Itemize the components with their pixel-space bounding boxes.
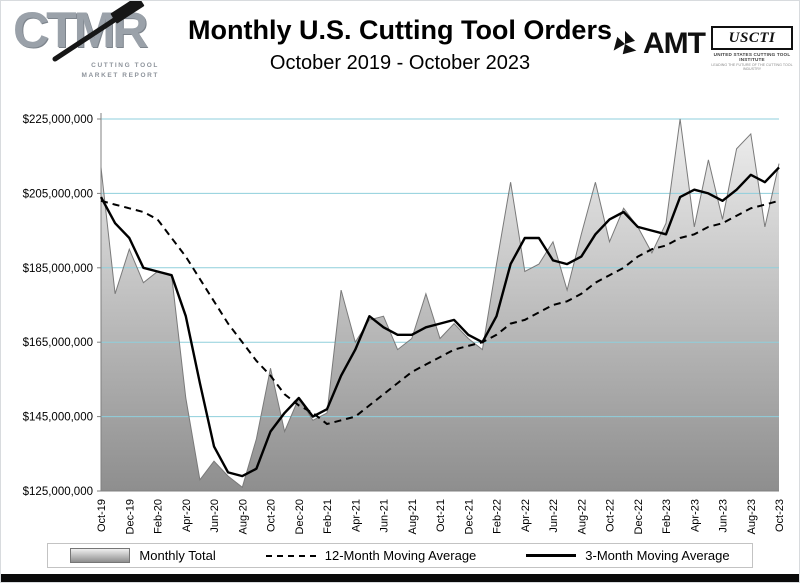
ma3-line [99, 166, 780, 478]
page-subtitle: October 2019 - October 2023 [269, 52, 531, 75]
legend-item-monthly-total: Monthly Total [70, 548, 216, 563]
amt-logo-label: AMT [643, 27, 706, 60]
uscti-caption: UNITED STATES CUTTING TOOL INSTITUTE [713, 52, 791, 62]
amt-pinwheel-icon [613, 30, 637, 55]
svg-text:Apr-20: Apr-20 [181, 499, 193, 532]
svg-text:$145,000,000: $145,000,000 [23, 412, 93, 424]
orders-chart: $225,000,000 $205,000,000 $185,000,000 $165… [1, 101, 799, 546]
monthly-total-outline [100, 118, 780, 489]
legend-label-ma12: 12-Month Moving Average [324, 548, 477, 563]
svg-text:Aug-22: Aug-22 [576, 499, 588, 534]
svg-text:$205,000,000: $205,000,000 [23, 188, 93, 200]
svg-text:Oct-19: Oct-19 [96, 499, 108, 532]
orders-chart-svg: $225,000,000 $205,000,000 $185,000,000 $165… [23, 113, 786, 534]
svg-text:Feb-23: Feb-23 [661, 499, 673, 534]
amt-logo: AMT [610, 27, 706, 61]
axes [97, 113, 779, 492]
legend-label-monthly-total: Monthly Total [139, 548, 216, 563]
uscti-logo: USCTI UNITED STATES CUTTING TOOL INSTITU… [711, 26, 793, 71]
svg-text:Jun-21: Jun-21 [379, 499, 391, 533]
svg-text:Aug-20: Aug-20 [237, 499, 249, 534]
page-title: Monthly U.S. Cutting Tool Orders [188, 15, 612, 45]
svg-text:Oct-21: Oct-21 [435, 499, 447, 532]
chart-titles: Monthly U.S. Cutting Tool Orders October… [171, 15, 629, 75]
svg-text:$185,000,000: $185,000,000 [23, 263, 93, 275]
ctmr-logo-letters: CTMR [13, 2, 148, 58]
svg-text:Dec-21: Dec-21 [463, 499, 475, 534]
ctmr-tagline: CUTTING TOOL MARKET REPORT [82, 61, 160, 82]
svg-text:Apr-21: Apr-21 [350, 499, 362, 532]
legend-label-ma3: 3-Month Moving Average [585, 548, 730, 563]
svg-text:Oct-22: Oct-22 [605, 499, 617, 532]
monthly-total-area [101, 119, 779, 491]
svg-text:Feb-20: Feb-20 [153, 499, 165, 534]
x-axis-labels: Oct-19 Dec-19 Feb-20 Apr-20 Jun-20 Aug-20 Oct-… [96, 499, 786, 534]
ma3-swatch [526, 554, 577, 557]
svg-text:$225,000,000: $225,000,000 [23, 114, 93, 126]
svg-text:Oct-20: Oct-20 [266, 499, 278, 532]
svg-text:$125,000,000: $125,000,000 [23, 486, 93, 498]
svg-text:Oct-23: Oct-23 [774, 499, 786, 532]
svg-text:Aug-21: Aug-21 [407, 499, 419, 534]
monthly-total-swatch [70, 548, 131, 563]
uscti-logo-label: USCTI [728, 30, 776, 46]
y-axis-labels: $225,000,000 $205,000,000 $185,000,000 $165… [23, 114, 93, 498]
ctmr-logo: CTMR CUTTING TOOL MARKET REPORT [13, 1, 169, 93]
gridlines [101, 118, 779, 492]
report-header: CTMR CUTTING TOOL MARKET REPORT Monthly … [1, 1, 799, 101]
ma12-line [100, 199, 780, 426]
uscti-subcaption: LEADING THE FUTURE OF THE CUTTING TOOL I… [711, 63, 793, 71]
svg-text:Jun-20: Jun-20 [209, 499, 221, 533]
svg-text:Dec-20: Dec-20 [294, 499, 306, 534]
ctmr-tagline-line2: MARKET REPORT [81, 72, 159, 80]
svg-text:Jun-23: Jun-23 [718, 499, 730, 533]
svg-text:Dec-22: Dec-22 [633, 499, 645, 534]
ctmr-tagline-line1: CUTTING TOOL [91, 62, 159, 69]
svg-text:$165,000,000: $165,000,000 [23, 337, 93, 349]
chart-legend: Monthly Total 12-Month Moving Average 3-… [1, 543, 799, 568]
ma12-swatch [265, 554, 316, 557]
bottom-black-bar [1, 574, 799, 582]
svg-text:Dec-19: Dec-19 [124, 499, 136, 534]
svg-text:Aug-23: Aug-23 [746, 499, 758, 534]
svg-text:Apr-23: Apr-23 [689, 499, 701, 532]
legend-item-ma3: 3-Month Moving Average [526, 548, 730, 563]
chart-legend-box: Monthly Total 12-Month Moving Average 3-… [47, 543, 753, 568]
legend-item-ma12: 12-Month Moving Average [265, 548, 477, 563]
svg-text:Apr-22: Apr-22 [520, 499, 532, 532]
svg-text:Feb-21: Feb-21 [322, 499, 334, 534]
svg-text:Jun-22: Jun-22 [548, 499, 560, 533]
uscti-logo-box: USCTI [711, 26, 793, 50]
svg-text:Feb-22: Feb-22 [492, 499, 504, 534]
